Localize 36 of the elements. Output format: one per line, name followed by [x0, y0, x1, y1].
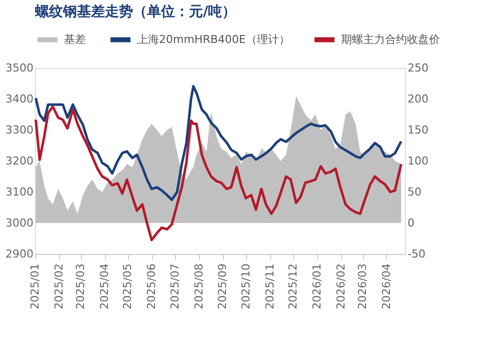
- x-tick-label: 2025/12: [286, 264, 300, 310]
- chart-title: 螺纹钢基差走势（单位：元/吨）: [34, 4, 236, 20]
- line-series: [34, 106, 402, 242]
- y2-tick-label: 250: [408, 62, 428, 74]
- y2-tick-label: 150: [408, 124, 428, 136]
- x-tick-label: 2025/09: [216, 264, 230, 310]
- x-tick-label: 2025/03: [74, 264, 88, 310]
- x-tick-label: 2025/08: [192, 264, 206, 310]
- x-tick-label: 2025/07: [168, 264, 182, 310]
- x-tick-label: 2026/02: [334, 264, 348, 310]
- y-tick-label: 2900: [6, 248, 34, 260]
- y-tick-label: 3100: [6, 186, 34, 198]
- x-tick-label: 2026/04: [380, 264, 393, 310]
- x-tick-label: 2026/01: [310, 264, 324, 310]
- y-tick-label: 3000: [6, 216, 34, 230]
- x-tick-label: 2025/11: [263, 264, 276, 310]
- y2-tick-label: 100: [408, 154, 428, 168]
- x-tick-label: 2025/01: [28, 264, 42, 310]
- legend-label: 基差: [64, 32, 86, 46]
- y2-tick-label: 0: [408, 216, 414, 230]
- legend-label: 期螺主力合约收盘价: [341, 32, 440, 46]
- x-tick-label: 2025/05: [121, 264, 134, 310]
- line-series: [34, 85, 402, 201]
- x-tick-label: 2025/02: [52, 264, 66, 310]
- legend-label: 上海20mmHRB400E（理计）: [137, 32, 290, 46]
- y-tick-label: 3500: [6, 62, 34, 74]
- x-tick-label: 2025/06: [145, 264, 158, 310]
- y-tick-label: 3300: [6, 124, 34, 136]
- x-tick-label: 2025/04: [98, 264, 112, 310]
- x-tick-label: 2026/03: [356, 264, 370, 310]
- x-tick-label: 2025/10: [239, 264, 252, 310]
- y2-tick-label: 200: [408, 92, 428, 106]
- y-tick-label: 3200: [6, 154, 34, 168]
- y2-tick-label: -50: [408, 248, 426, 260]
- y-tick-label: 3400: [6, 92, 34, 106]
- y2-tick-label: 50: [408, 186, 422, 198]
